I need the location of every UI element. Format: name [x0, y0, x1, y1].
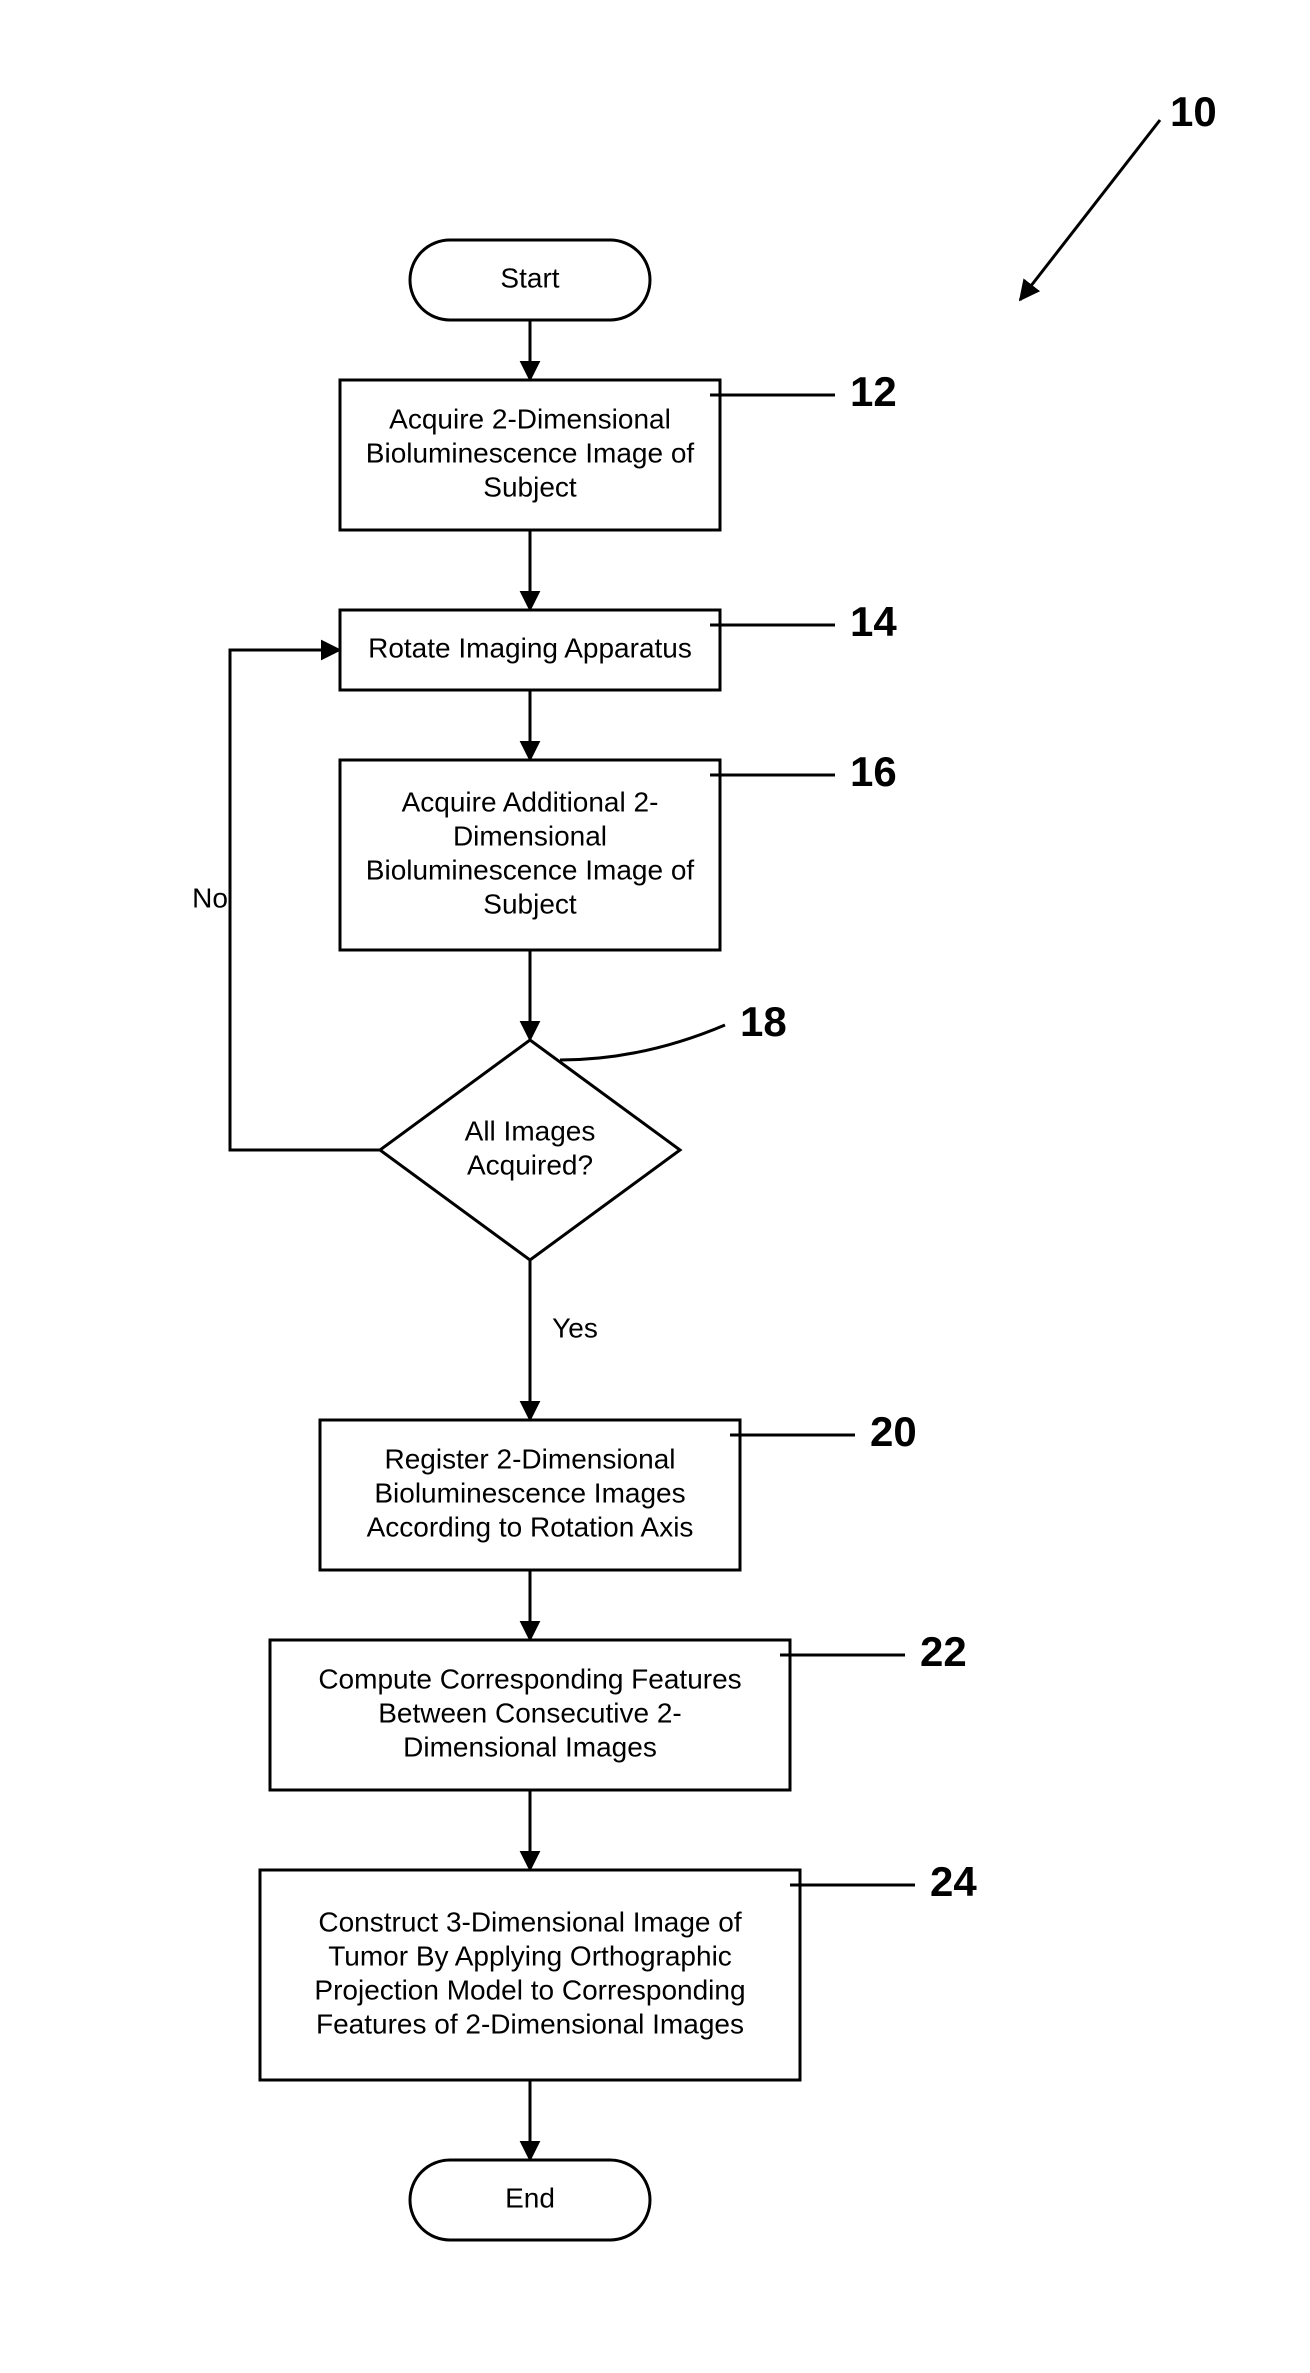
- process-24-label-line-1: Tumor By Applying Orthographic: [328, 1940, 732, 1971]
- decision-18-label-line-0: All Images: [465, 1115, 596, 1146]
- num-24: 24: [930, 1858, 977, 1905]
- figure-pointer: [1020, 120, 1160, 300]
- decision-18-label-line-1: Acquired?: [467, 1149, 593, 1180]
- process-20-label-line-2: According to Rotation Axis: [367, 1511, 694, 1542]
- end-terminal-label-line-0: End: [505, 2182, 555, 2213]
- process-22-label-line-2: Dimensional Images: [403, 1731, 657, 1762]
- start-terminal-label-line-0: Start: [500, 262, 559, 293]
- process-16-label-line-0: Acquire Additional 2-: [402, 786, 659, 817]
- num-18: 18: [740, 998, 787, 1045]
- num-12: 12: [850, 368, 897, 415]
- figure-label: 10: [1170, 88, 1217, 135]
- process-22-label-line-0: Compute Corresponding Features: [318, 1663, 741, 1694]
- process-12-label-line-1: Bioluminescence Image of: [366, 437, 695, 468]
- process-20-label-line-0: Register 2-Dimensional: [384, 1443, 675, 1474]
- num-22: 22: [920, 1628, 967, 1675]
- process-20-label-line-1: Bioluminescence Images: [374, 1477, 685, 1508]
- leader-18: [560, 1025, 725, 1060]
- process-24-label-line-0: Construct 3-Dimensional Image of: [318, 1906, 742, 1937]
- process-16-label-line-1: Dimensional: [453, 820, 607, 851]
- edge-label-yes: Yes: [552, 1312, 598, 1343]
- num-14: 14: [850, 598, 897, 645]
- process-16-label-line-2: Bioluminescence Image of: [366, 854, 695, 885]
- process-14-label-line-0: Rotate Imaging Apparatus: [368, 632, 692, 663]
- process-22-label-line-1: Between Consecutive 2-: [378, 1697, 682, 1728]
- process-16-label-line-3: Subject: [483, 888, 577, 919]
- edge-label-no: No: [192, 882, 228, 913]
- process-24-label-line-3: Features of 2-Dimensional Images: [316, 2008, 744, 2039]
- process-12-label-line-2: Subject: [483, 471, 577, 502]
- num-20: 20: [870, 1408, 917, 1455]
- num-16: 16: [850, 748, 897, 795]
- process-12-label-line-0: Acquire 2-Dimensional: [389, 403, 671, 434]
- process-24-label-line-2: Projection Model to Corresponding: [314, 1974, 745, 2005]
